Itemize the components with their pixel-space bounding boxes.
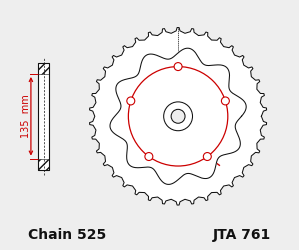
Polygon shape <box>90 28 267 205</box>
Circle shape <box>174 62 182 70</box>
Text: 8.5: 8.5 <box>184 62 199 70</box>
Bar <box>38 158 49 170</box>
Polygon shape <box>110 48 246 184</box>
Text: 135  mm: 135 mm <box>21 94 31 138</box>
Bar <box>38 63 49 170</box>
Circle shape <box>145 152 153 160</box>
Circle shape <box>203 152 211 160</box>
Bar <box>38 63 49 74</box>
Circle shape <box>171 109 185 123</box>
Text: 154 mm: 154 mm <box>138 115 185 155</box>
Text: JTA 761: JTA 761 <box>213 228 271 242</box>
Text: Chain 525: Chain 525 <box>28 228 106 242</box>
Circle shape <box>127 97 135 105</box>
Circle shape <box>164 102 193 131</box>
Circle shape <box>221 97 229 105</box>
